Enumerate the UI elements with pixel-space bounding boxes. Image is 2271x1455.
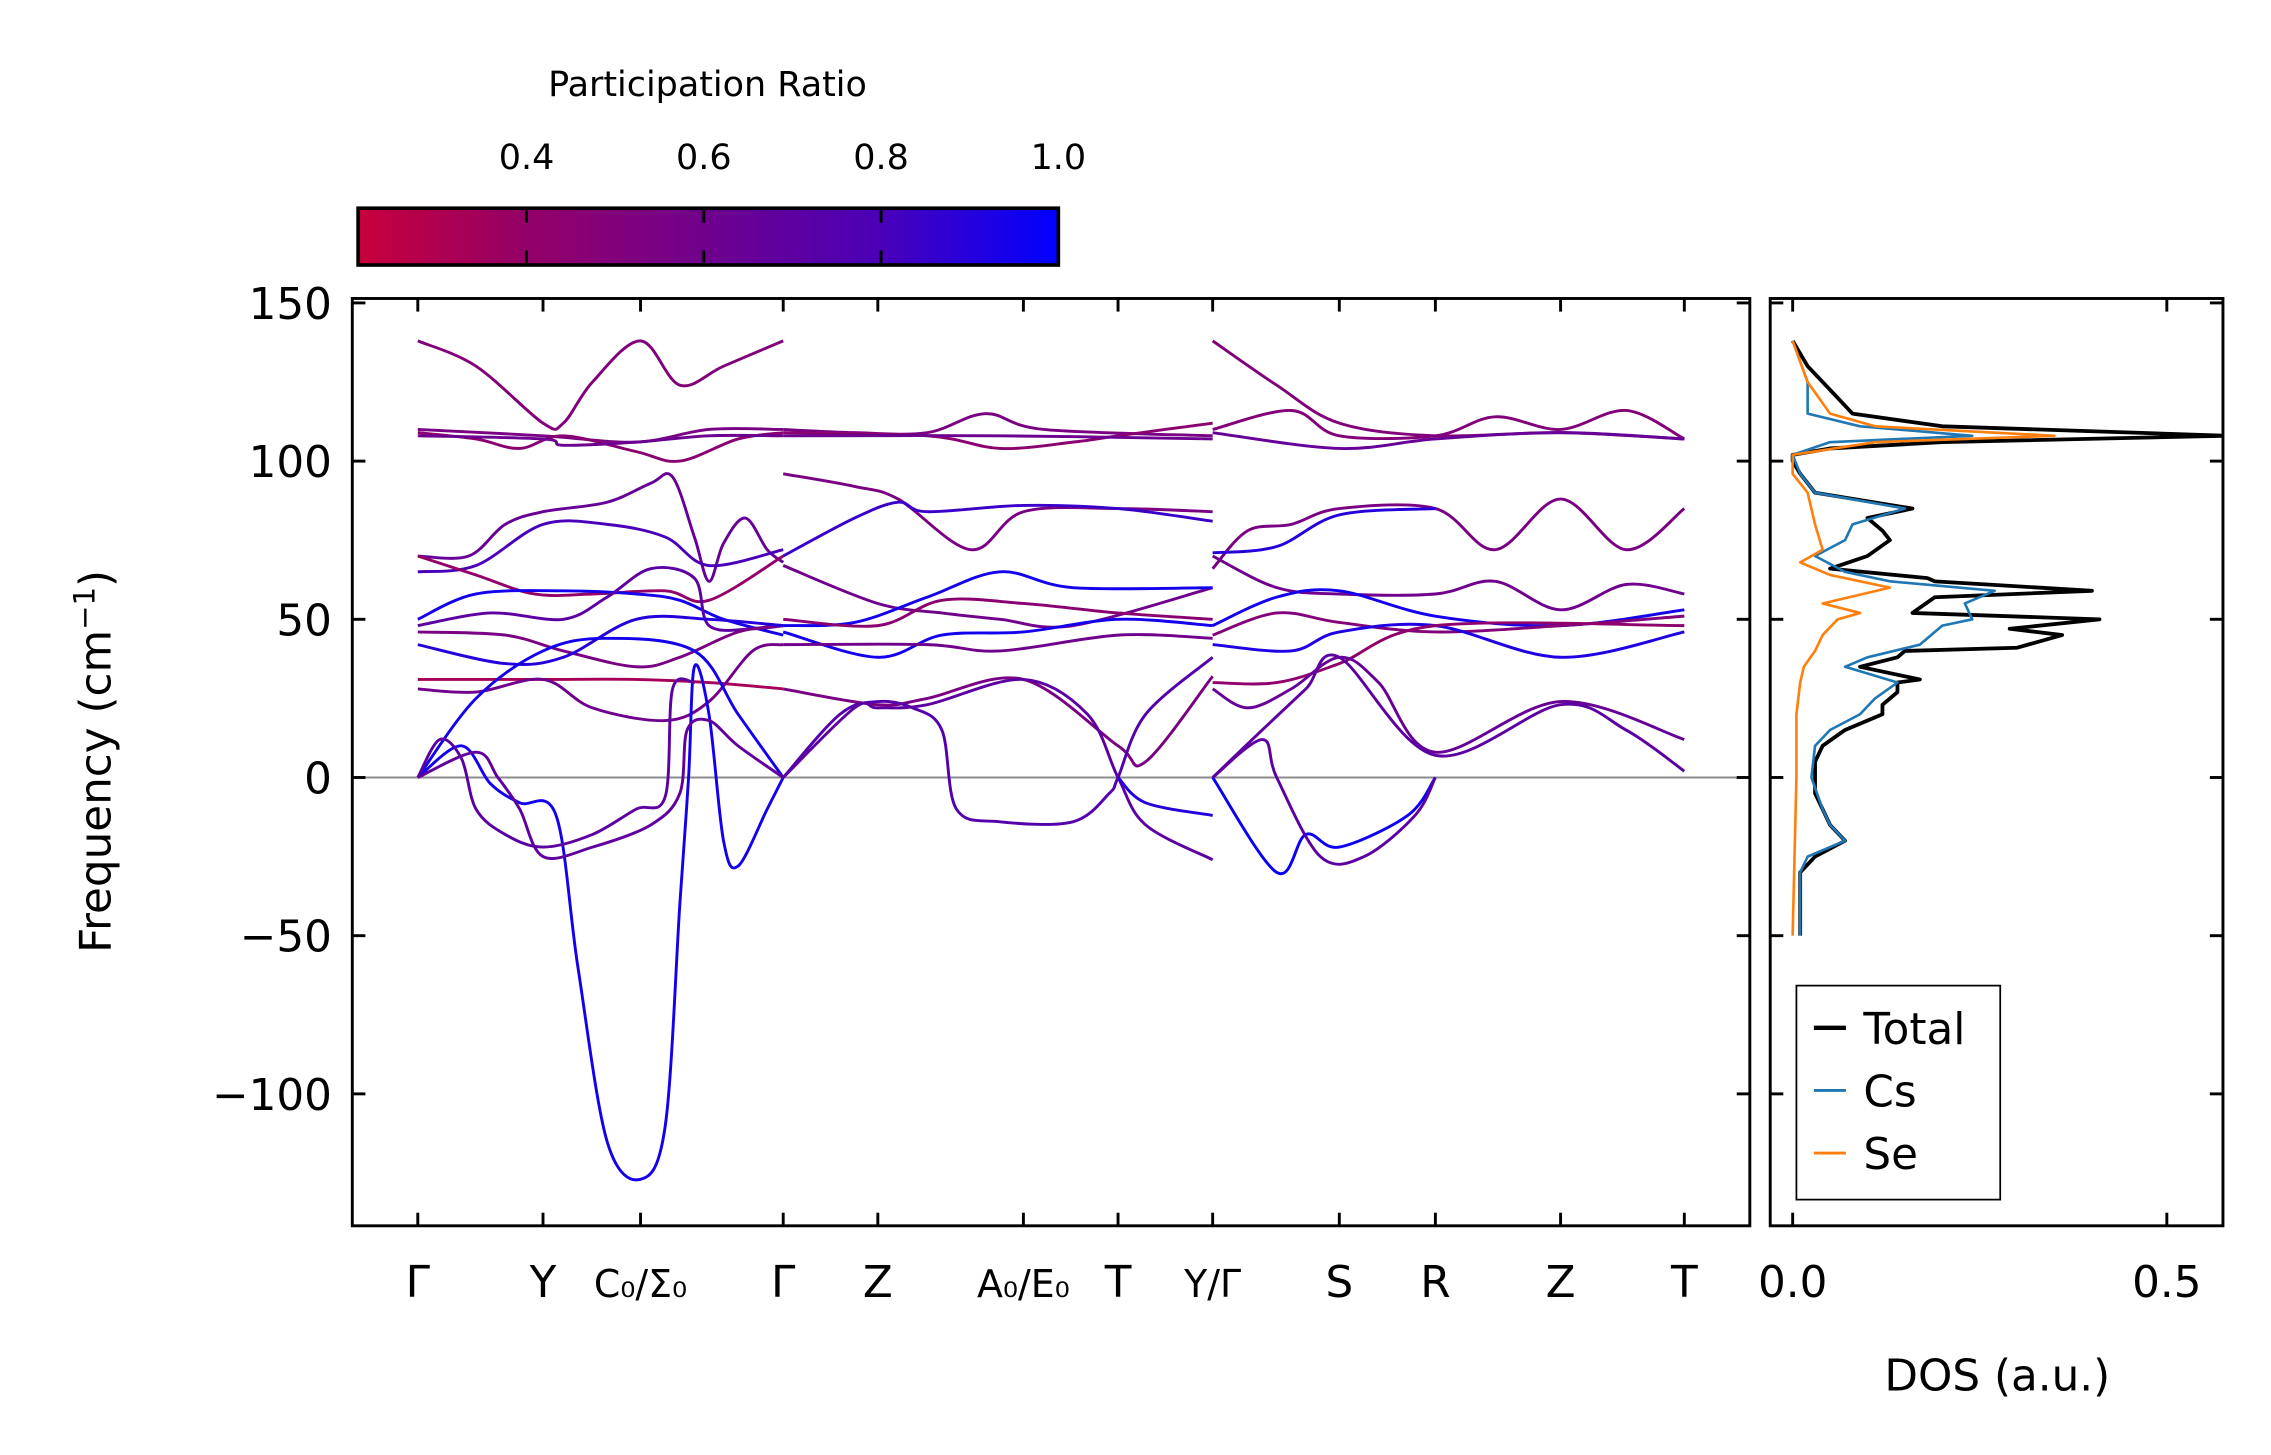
legend: Total Cs Se [1795,984,2002,1201]
phonon-band [1212,431,1685,450]
phonon-band [782,675,1214,768]
phonon-band [416,636,785,779]
phonon-band [1211,738,1437,866]
phonon-band [417,717,785,860]
dos-frame [1768,297,2225,1228]
k-point-label: Y [529,1257,557,1308]
colorbar-tick-label: 0.8 [853,138,909,178]
phonon-band [1211,776,1437,876]
colorbar-gradient [356,206,1061,267]
k-point-label: T [1670,1257,1698,1308]
colorbar-tick-label: 1.0 [1031,138,1087,178]
phonon-band [783,421,1213,451]
k-point-label: Z [1546,1257,1576,1308]
k-point-label: T [1104,1257,1132,1308]
phonon-band [1212,621,1685,686]
phonon-band [1211,655,1685,754]
legend-label: Cs [1863,1066,1916,1117]
k-point-label: Y/Γ [1183,1262,1241,1306]
y-tick-label: 100 [249,437,332,488]
y-tick-label: −50 [240,912,332,963]
phonon-band [417,614,784,666]
phonon-band [782,564,1214,629]
phonon-band [1212,622,1685,659]
phonon-band [783,633,1213,653]
phonon-band [1211,339,1685,441]
phonon-band [417,339,784,431]
phonon-band [417,624,784,669]
k-point-label: Z [863,1257,893,1308]
y-tick-label: 0 [304,754,332,805]
phonon-band [1116,776,1213,817]
phonon-band [782,656,1214,826]
phonon-band [417,519,784,574]
colorbar: Participation Ratio 0.4 0.6 0.8 1.0 [356,65,1087,267]
k-point-label: Γ [406,1257,431,1308]
phonon-band [1211,653,1686,779]
legend-frame [1795,984,2002,1201]
band-structure-plot: 150 100 50 0 −50 −100 Γ Y C₀/Σ₀ Γ Z A₀/E₀ T Y/Γ S R Z T F… [68,279,1752,1308]
k-point-label: R [1420,1257,1450,1308]
phonon-band [417,554,784,604]
phonon-band [417,472,785,583]
dos-line-total [1790,339,2223,936]
plot-frame [350,297,1752,1228]
dos-x-tick-label: 0.5 [2132,1257,2201,1308]
phonon-band [782,677,1214,862]
colorbar-tick-label: 0.4 [499,138,555,178]
legend-label: Total [1862,1004,1965,1055]
dos-line-se [1791,340,2056,936]
phonon-band [782,617,1213,659]
x-axis-label-dos: DOS (a.u.) [1884,1350,2110,1401]
phonon-band [417,431,784,463]
dos-plot: 0.0 0.5 DOS (a.u.) Total Cs Se [1758,297,2225,1401]
phonon-band [416,663,785,1182]
y-tick-label: 150 [249,279,332,330]
phonon-band [417,566,784,632]
phonon-band [1212,507,1436,555]
k-point-label: S [1325,1257,1353,1308]
phonon-band [783,597,1213,628]
phonon-band [416,677,695,849]
k-point-label: C₀/Σ₀ [594,1262,687,1306]
k-point-label: A₀/E₀ [977,1262,1070,1306]
phonon-band [417,433,784,447]
phonon-band [783,434,1213,441]
y-tick-label: 50 [276,595,332,646]
k-point-label: Γ [771,1257,796,1308]
phonon-band [417,589,784,637]
legend-label: Se [1863,1129,1918,1180]
colorbar-label: Participation Ratio [548,65,867,105]
y-axis-label: Frequency (cm−1) [68,570,122,953]
dos-line-cs [1791,340,1997,936]
phonon-band [1211,497,1686,570]
phonon-band [1212,554,1685,612]
phonon-band [1212,409,1686,441]
colorbar-tick-label: 0.6 [676,138,732,178]
y-tick-label: −100 [212,1070,332,1121]
phonon-band [782,500,1213,558]
phonon-band [783,570,1213,628]
dos-x-tick-label: 0.0 [1758,1257,1827,1308]
